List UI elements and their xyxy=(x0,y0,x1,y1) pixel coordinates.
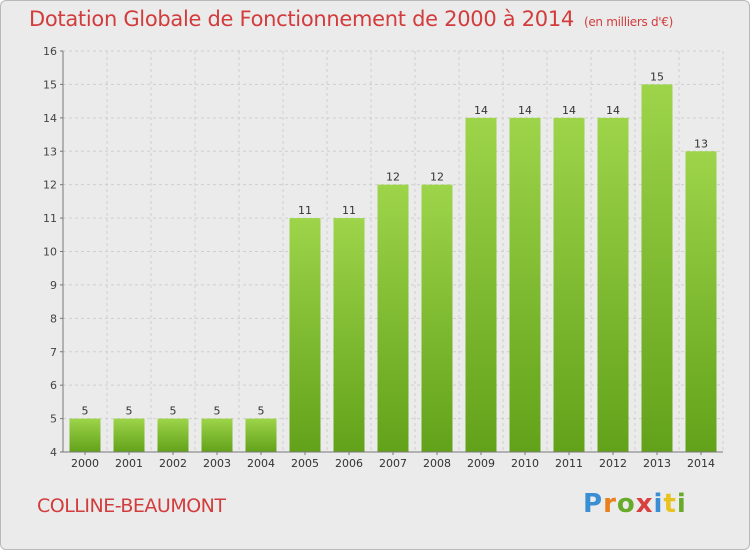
x-tick-label: 2006 xyxy=(335,457,363,470)
y-tick-label: 4 xyxy=(50,446,57,459)
bar xyxy=(69,418,101,452)
data-label: 5 xyxy=(170,405,177,418)
x-tick-label: 2012 xyxy=(599,457,627,470)
chart-subtitle: (en milliers d'€) xyxy=(583,15,673,29)
logo-letter: x xyxy=(635,489,654,519)
bar xyxy=(377,184,409,452)
y-tick-label: 16 xyxy=(43,45,57,58)
bar xyxy=(509,117,541,452)
y-tick-label: 13 xyxy=(43,145,57,158)
bar xyxy=(685,151,717,452)
y-tick-label: 11 xyxy=(43,212,57,225)
data-label: 12 xyxy=(386,171,400,184)
bar xyxy=(289,218,321,452)
bar xyxy=(641,84,673,453)
y-tick-label: 7 xyxy=(50,346,57,359)
x-tick-label: 2000 xyxy=(71,457,99,470)
x-tick-label: 2010 xyxy=(511,457,539,470)
x-tick-label: 2002 xyxy=(159,457,187,470)
bar xyxy=(597,117,629,452)
x-tick-label: 2014 xyxy=(687,457,715,470)
x-tick-label: 2008 xyxy=(423,457,451,470)
x-tick-label: 2003 xyxy=(203,457,231,470)
y-tick-label: 15 xyxy=(43,78,57,91)
bar xyxy=(465,117,497,452)
logo-letter: P xyxy=(583,489,604,519)
x-tick-label: 2001 xyxy=(115,457,143,470)
data-label: 5 xyxy=(82,405,89,418)
logo-letter: i xyxy=(676,489,687,519)
x-tick-label: 2013 xyxy=(643,457,671,470)
y-tick-label: 10 xyxy=(43,246,57,259)
data-label: 12 xyxy=(430,171,444,184)
bar xyxy=(113,418,145,452)
bar xyxy=(157,418,189,452)
bar xyxy=(421,184,453,452)
proxiti-logo[interactable]: Proxiti xyxy=(583,489,687,519)
bar xyxy=(553,117,585,452)
data-label: 14 xyxy=(562,104,576,117)
data-label: 14 xyxy=(518,104,532,117)
data-label: 11 xyxy=(298,204,312,217)
data-label: 14 xyxy=(606,104,620,117)
y-tick-label: 9 xyxy=(50,279,57,292)
y-tick-label: 5 xyxy=(50,413,57,426)
bar xyxy=(333,218,365,452)
chart-title: Dotation Globale de Fonctionnement de 20… xyxy=(29,7,673,31)
data-label: 14 xyxy=(474,104,488,117)
y-tick-label: 6 xyxy=(50,379,57,392)
x-tick-label: 2009 xyxy=(467,457,495,470)
logo-letter: t xyxy=(663,489,677,519)
city-name: COLLINE-BEAUMONT xyxy=(37,495,226,517)
x-tick-label: 2005 xyxy=(291,457,319,470)
data-label: 15 xyxy=(650,70,664,83)
data-label: 5 xyxy=(214,405,221,418)
x-tick-label: 2011 xyxy=(555,457,583,470)
chart-title-text: Dotation Globale de Fonctionnement de 20… xyxy=(29,7,574,31)
data-label: 5 xyxy=(258,405,265,418)
bar xyxy=(245,418,277,452)
data-label: 5 xyxy=(126,405,133,418)
data-label: 11 xyxy=(342,204,356,217)
logo-letter: o xyxy=(616,489,636,519)
y-tick-label: 14 xyxy=(43,112,57,125)
logo-letter: r xyxy=(603,489,617,519)
logo-letter: i xyxy=(653,489,664,519)
x-tick-label: 2007 xyxy=(379,457,407,470)
bar xyxy=(201,418,233,452)
x-tick-label: 2004 xyxy=(247,457,275,470)
y-tick-label: 8 xyxy=(50,312,57,325)
bars: 5 5 5 5 5 11 11 12 12 14 14 14 14 15 13 xyxy=(69,70,717,453)
data-label: 13 xyxy=(694,137,708,150)
y-tick-label: 12 xyxy=(43,179,57,192)
axes: 4 5 6 7 8 9 10 11 12 13 14 15 16 2000 2001 2002 2003 2004… xyxy=(43,45,723,470)
